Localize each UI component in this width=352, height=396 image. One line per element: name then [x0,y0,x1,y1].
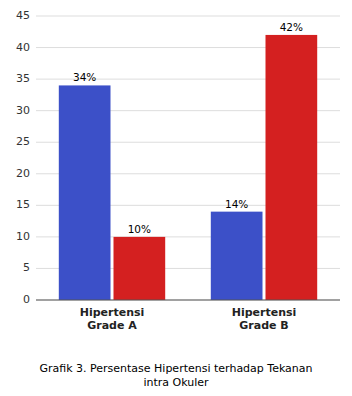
y-tick-label: 40 [16,41,30,54]
title: Grafik 3. Persentase Hipertensi terhadap… [39,362,312,389]
y-tick-label: 45 [16,9,30,22]
data-label: 14% [225,198,248,210]
x-tick-label: HipertensiGrade B [232,306,297,332]
bar [59,85,111,300]
y-tick-label: 25 [16,135,30,148]
chart-svg: 0 5 10 15 20 25 30 35 40 45 34% 14% 10% 42% Hipertensi… [0,0,352,396]
y-tick-label: 30 [16,104,30,117]
data-labels: 34% 14% 10% 42% [73,21,303,235]
bar [211,212,263,300]
data-label: 34% [73,71,96,83]
bar [114,237,166,300]
grid [36,16,340,300]
grid-line [36,300,340,301]
x-axis-line [36,300,340,301]
data-label: 10% [128,223,151,235]
y-tick-label: 35 [16,72,30,85]
x-tick-label: HipertensiGrade A [80,306,145,332]
grid-line [36,16,340,17]
bars [59,35,317,300]
x-axis: HipertensiGrade A HipertensiGrade B [80,306,297,332]
y-tick-label: 5 [23,261,30,274]
y-tick-label: 15 [16,198,30,211]
data-label: 42% [280,21,303,33]
y-tick-label: 20 [16,167,30,180]
chart-container: 0 5 10 15 20 25 30 35 40 45 34% 14% 10% 42% Hipertensi… [0,0,352,396]
bar [266,35,318,300]
y-tick-label: 10 [16,230,30,243]
y-axis: 0 5 10 15 20 25 30 35 40 45 [16,9,30,306]
y-tick-label: 0 [23,293,30,306]
